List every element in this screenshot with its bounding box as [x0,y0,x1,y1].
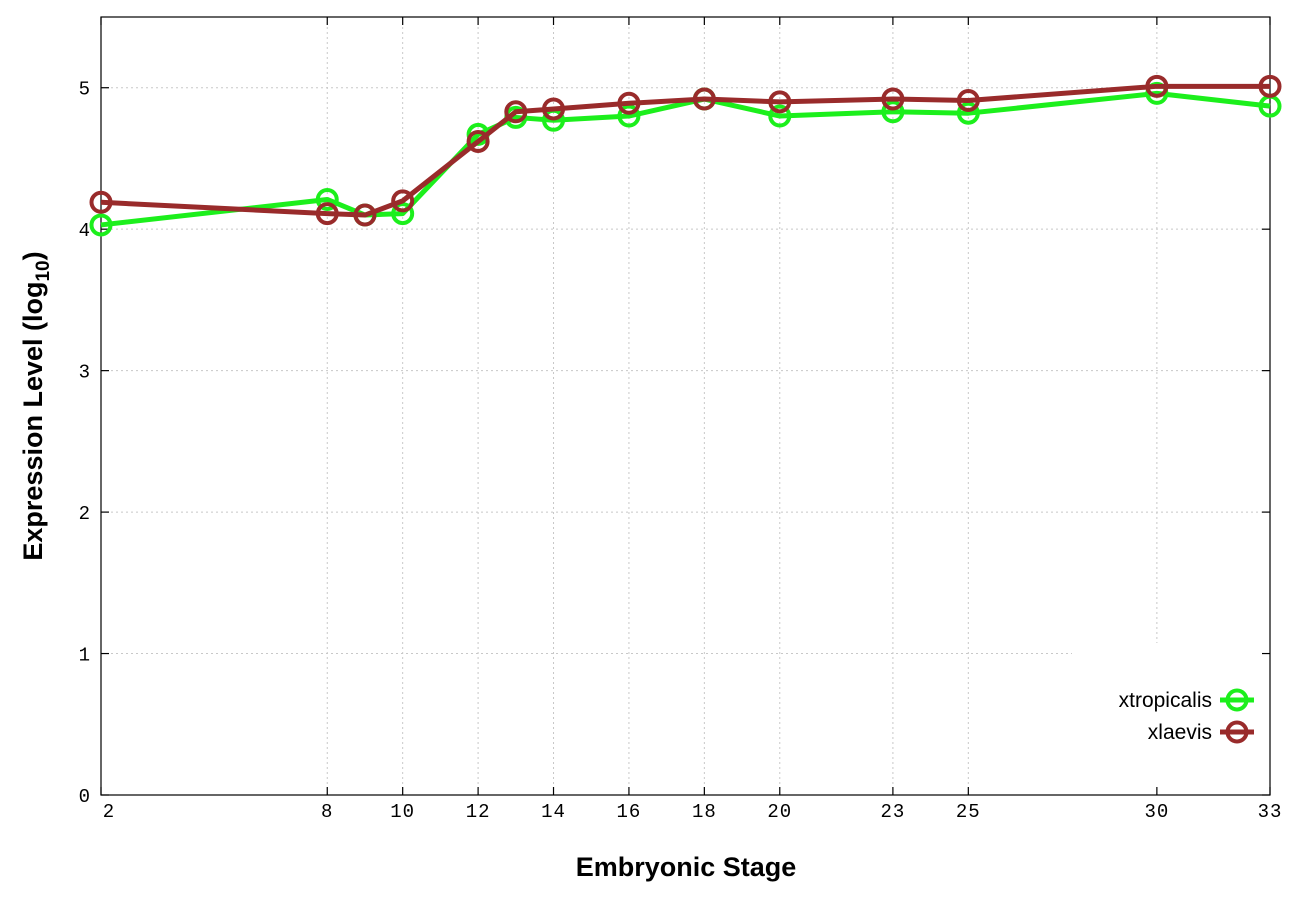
legend-label-xtropicalis: xtropicalis [1119,689,1212,712]
y-tick-label: 2 [79,503,91,525]
legend-marker-xtropicalis [1225,688,1249,712]
data-point-xtropicalis [391,202,415,226]
x-tick-label: 10 [390,801,415,823]
data-point-xlaevis [768,90,792,114]
data-point-xlaevis [1258,74,1282,98]
legend-background [1072,643,1268,793]
x-axis-title: Embryonic Stage [576,852,797,882]
y-tick-label: 3 [79,362,91,384]
data-point-xlaevis [504,100,528,124]
data-point-xtropicalis [617,104,641,128]
data-point-xlaevis [881,87,905,111]
data-point-xtropicalis [768,104,792,128]
y-tick-label: 4 [79,220,91,242]
y-axis-title: Expression Level (log10) [18,251,54,560]
data-point-xlaevis [466,129,490,153]
x-tick-label: 8 [321,801,333,823]
data-point-xlaevis [956,88,980,112]
data-point-xtropicalis [956,101,980,125]
series-lines [89,74,1282,237]
x-tick-label: 23 [880,801,905,823]
y-axis-title-suffix: ) [18,251,48,260]
axis-ticks [100,17,1271,796]
data-point-xlaevis [391,189,415,213]
x-tick-labels: 2 8 10 12 14 16 18 20 23 25 30 33 [103,801,1283,823]
series-line-xlaevis [100,83,1270,218]
data-point-xlaevis [1145,74,1169,98]
data-point-xlaevis [692,87,716,111]
legend-label-xlaevis: xlaevis [1148,721,1212,744]
x-tick-label: 25 [956,801,981,823]
legend: xtropicalis xlaevis [1119,688,1254,744]
x-tick-label: 16 [617,801,642,823]
x-tick-label: 33 [1258,801,1283,823]
x-tick-label: 30 [1144,801,1169,823]
data-point-xtropicalis [881,100,905,124]
legend-marker-xlaevis [1225,720,1249,744]
y-tick-label: 1 [79,645,91,667]
data-point-xlaevis [617,91,641,115]
y-tick-label: 0 [79,786,91,808]
data-point-xlaevis [353,203,377,227]
x-tick-label: 14 [541,801,566,823]
plot-frame [100,16,1271,796]
y-tick-labels: 0 1 2 3 4 5 [79,79,91,808]
x-tick-label: 18 [692,801,717,823]
x-tick-label: 12 [466,801,491,823]
y-axis-title-subscript: 10 [33,260,54,281]
x-tick-label: 20 [767,801,792,823]
data-point-xtropicalis [315,187,339,211]
y-tick-label: 5 [79,79,91,101]
data-point-xlaevis [315,202,339,226]
y-axis-title-main: Expression Level (log [18,282,48,561]
data-point-xlaevis [542,97,566,121]
data-point-xtropicalis [89,213,113,237]
data-point-xlaevis [89,190,113,214]
x-tick-label: 2 [103,801,115,823]
